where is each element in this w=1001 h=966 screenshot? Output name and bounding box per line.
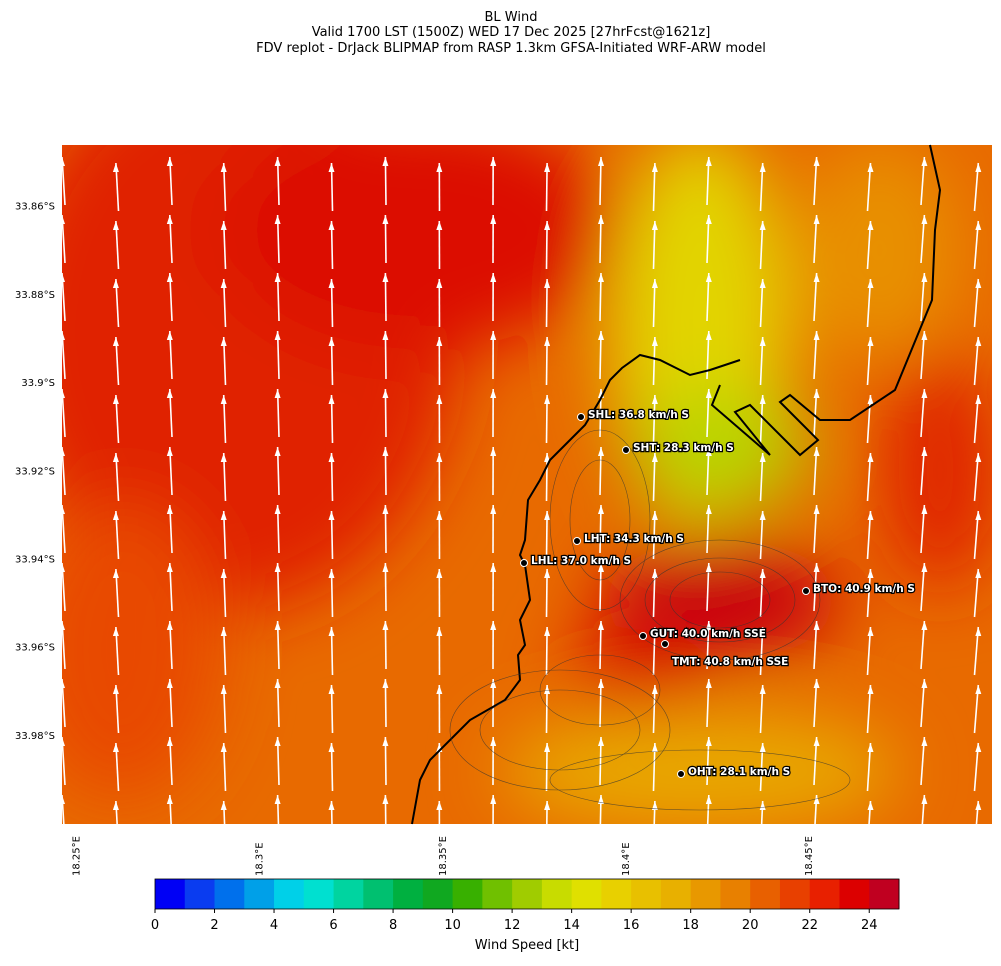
colorbar-tick-label: 12	[504, 918, 521, 933]
colorbar-tick-label: 10	[444, 918, 461, 933]
station-marker	[640, 633, 647, 640]
colorbar-tick-label: 8	[389, 918, 397, 933]
y-tick-label: 33.96°S	[15, 643, 55, 654]
x-tick-label: 18.4°E	[621, 842, 632, 876]
y-tick-label: 33.98°S	[15, 731, 55, 742]
colorbar-bin	[482, 879, 512, 909]
colorbar-bin	[512, 879, 542, 909]
x-tick-label: 18.45°E	[804, 836, 815, 876]
y-tick-label: 33.92°S	[15, 466, 55, 477]
colorbar-bin	[274, 879, 304, 909]
station-marker	[623, 447, 630, 454]
station-label: TMT: 40.8 km/h SSE	[672, 656, 788, 668]
colorbar-bin	[750, 879, 780, 909]
colorbar-tick-label: 2	[210, 918, 218, 933]
title-line: FDV replot - DrJack BLIPMAP from RASP 1.…	[256, 41, 766, 56]
colorbar-bin	[453, 879, 483, 909]
colorbar-bin	[542, 879, 572, 909]
colorbar-bin	[869, 879, 899, 909]
colorbar-tick-label: 14	[563, 918, 580, 933]
colorbar-bin	[839, 879, 869, 909]
colorbar-tick-label: 0	[151, 918, 159, 933]
colorbar-tick-label: 4	[270, 918, 278, 933]
colorbar-tick-label: 6	[329, 918, 337, 933]
x-tick-label: 18.3°E	[255, 842, 266, 876]
station-marker	[662, 641, 669, 648]
station-label: SHT: 28.3 km/h S	[633, 442, 734, 454]
colorbar-bin	[720, 879, 750, 909]
station-label: SHL: 36.8 km/h S	[588, 409, 689, 421]
station-label: GUT: 40.0 km/h SSE	[650, 628, 766, 640]
station-marker	[574, 538, 581, 545]
station-label: LHL: 37.0 km/h S	[531, 555, 631, 567]
colorbar-bin	[155, 879, 185, 909]
station-marker	[678, 771, 685, 778]
y-tick-label: 33.88°S	[15, 290, 55, 301]
colorbar-bin	[810, 879, 840, 909]
colorbar-bin	[661, 879, 691, 909]
colorbar-bin	[631, 879, 661, 909]
wind-field	[0, 50, 1000, 830]
colorbar-tick-label: 20	[742, 918, 759, 933]
colorbar-label: Wind Speed [kt]	[475, 938, 579, 953]
station-marker	[521, 560, 528, 567]
colorbar-bin	[244, 879, 274, 909]
colorbar-bin	[572, 879, 602, 909]
colorbar-bin	[185, 879, 215, 909]
colorbar-bin	[691, 879, 721, 909]
station-label: OHT: 28.1 km/h S	[688, 766, 790, 778]
colorbar-tick-label: 22	[801, 918, 818, 933]
colorbar-tick-label: 18	[682, 918, 699, 933]
y-tick-label: 33.9°S	[21, 378, 55, 389]
colorbar-bin	[334, 879, 364, 909]
colorbar-tick-label: 16	[623, 918, 640, 933]
y-tick-label: 33.94°S	[15, 554, 55, 565]
station-label: BTO: 40.9 km/h S	[813, 583, 915, 595]
colorbar-bin	[780, 879, 810, 909]
station-label: LHT: 34.3 km/h S	[584, 533, 684, 545]
colorbar-bin	[393, 879, 423, 909]
x-tick-label: 18.35°E	[438, 836, 449, 876]
colorbar-bin	[363, 879, 393, 909]
x-tick-label: 18.25°E	[72, 836, 83, 876]
colorbar-bin	[423, 879, 453, 909]
colorbar-bin	[304, 879, 334, 909]
colorbar-tick-label: 24	[861, 918, 878, 933]
colorbar-bin	[215, 879, 245, 909]
colorbar-bin	[601, 879, 631, 909]
station-marker	[803, 588, 810, 595]
y-tick-label: 33.86°S	[15, 202, 55, 213]
title-line: Valid 1700 LST (1500Z) WED 17 Dec 2025 […	[312, 25, 711, 40]
station-marker	[578, 414, 585, 421]
title-line: BL Wind	[485, 10, 538, 25]
